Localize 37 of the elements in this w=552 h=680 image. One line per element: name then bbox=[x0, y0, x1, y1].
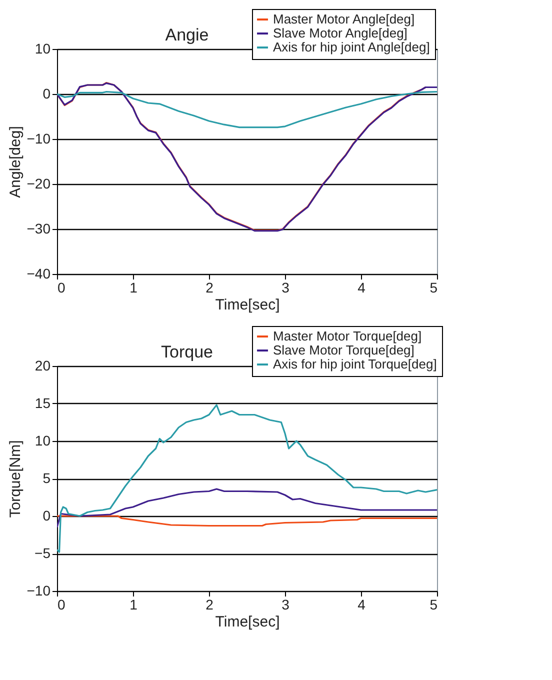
y-axis-title: Torque[Nm] bbox=[6, 440, 24, 518]
legend-label: Axis for hip joint Torque[deg] bbox=[273, 356, 437, 372]
x-tick-label: 2 bbox=[206, 280, 214, 296]
x-axis-title: Time[sec] bbox=[215, 614, 280, 630]
y-tick-label: −5 bbox=[34, 545, 51, 561]
legend-label: Master Motor Angle[deg] bbox=[273, 12, 415, 26]
x-tick-label: 3 bbox=[282, 280, 290, 296]
x-tick-label: 1 bbox=[130, 596, 138, 612]
y-tick-label: 5 bbox=[42, 470, 51, 486]
chart-title: Angie bbox=[165, 26, 209, 44]
x-tick-label: 4 bbox=[358, 596, 366, 612]
y-tick-label: −10 bbox=[26, 130, 51, 146]
y-tick-label: −20 bbox=[26, 176, 51, 192]
y-tick-label: 20 bbox=[34, 358, 51, 374]
y-tick-label: −30 bbox=[26, 220, 51, 236]
x-tick-label: 1 bbox=[130, 280, 138, 296]
x-tick-label: 3 bbox=[282, 596, 290, 612]
y-tick-label: 0 bbox=[42, 86, 51, 102]
y-axis-title: Angle[deg] bbox=[6, 126, 24, 198]
y-tick-label: 0 bbox=[42, 508, 51, 524]
y-tick-label: 15 bbox=[34, 395, 51, 411]
legend-label: Slave Motor Torque[deg] bbox=[273, 342, 414, 358]
y-tick-label: 10 bbox=[34, 40, 51, 56]
legend-label: Master Motor Torque[deg] bbox=[273, 328, 422, 344]
x-tick-label: 2 bbox=[206, 596, 214, 612]
x-tick-label: 5 bbox=[430, 596, 438, 612]
legend-label: Slave Motor Angle[deg] bbox=[273, 26, 408, 40]
chart-title: Torque bbox=[161, 342, 213, 362]
legend-label: Axis for hip joint Angle[deg] bbox=[273, 40, 430, 54]
x-axis-title: Time[sec] bbox=[215, 296, 280, 314]
x-tick-label: 0 bbox=[58, 280, 66, 296]
x-tick-label: 0 bbox=[58, 596, 66, 612]
x-tick-label: 4 bbox=[358, 280, 366, 296]
y-tick-label: −10 bbox=[26, 582, 51, 598]
y-tick-label: 10 bbox=[34, 432, 51, 448]
x-tick-label: 5 bbox=[430, 280, 438, 296]
y-tick-label: −40 bbox=[26, 266, 51, 282]
